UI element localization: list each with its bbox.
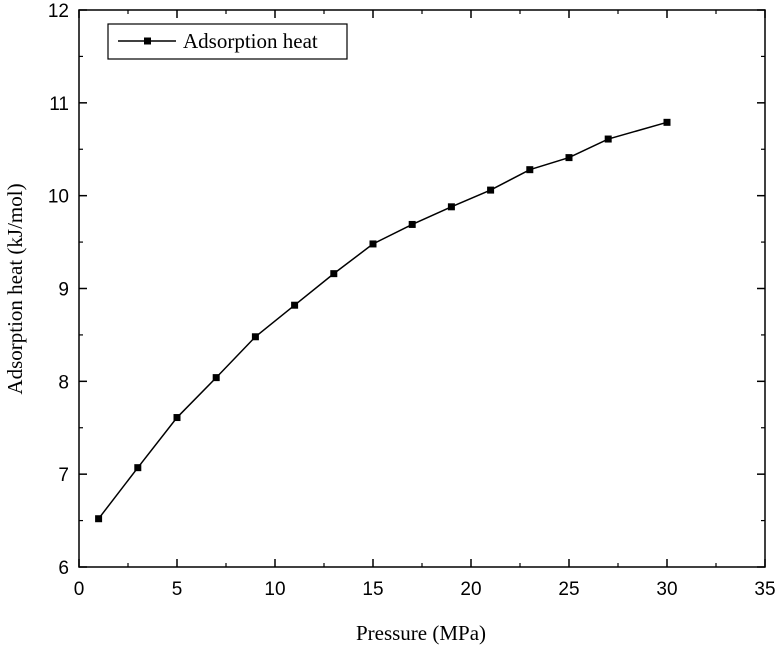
y-tick-label: 10 [48, 187, 69, 208]
x-tick-label: 0 [74, 579, 85, 600]
data-point [212, 374, 220, 382]
data-point [604, 135, 612, 143]
legend-label: Adsorption heat [183, 29, 318, 53]
plot-border [78, 9, 766, 568]
x-tick-label: 20 [460, 579, 481, 600]
y-tick-label: 11 [49, 94, 69, 115]
x-tick-label: 35 [754, 579, 775, 600]
data-point [369, 240, 377, 248]
legend: Adsorption heat [107, 23, 348, 60]
x-axis: 0 5 10 15 20 25 30 35 [74, 10, 776, 600]
series-line [98, 121, 668, 520]
data-point [251, 333, 259, 341]
data-point [447, 203, 455, 211]
y-tick-label: 12 [48, 1, 69, 22]
data-point [95, 515, 103, 523]
y-tick-label: 9 [58, 280, 69, 301]
data-point [487, 186, 495, 194]
x-axis-title: Pressure (MPa) [356, 621, 486, 645]
y-axis-title: Adsorption heat (kJ/mol) [3, 183, 27, 394]
data-point [565, 154, 573, 162]
data-point [134, 464, 142, 472]
data-point [526, 166, 534, 174]
legend-marker-sample [144, 37, 151, 45]
y-tick-label: 8 [58, 372, 69, 393]
x-tick-label: 5 [172, 579, 183, 600]
data-point [408, 220, 416, 228]
plot-area [78, 9, 766, 568]
y-tick-label: 7 [58, 465, 69, 486]
x-tick-label: 10 [264, 579, 285, 600]
data-point [173, 414, 181, 422]
data-point [663, 118, 671, 126]
x-tick-label: 15 [362, 579, 383, 600]
data-point [330, 270, 338, 278]
y-axis: 6 7 8 9 10 11 12 [48, 1, 765, 579]
data-point [291, 301, 299, 309]
x-tick-label: 30 [656, 579, 677, 600]
x-tick-label: 25 [558, 579, 579, 600]
series-layer [95, 118, 671, 523]
y-tick-label: 6 [58, 558, 69, 579]
